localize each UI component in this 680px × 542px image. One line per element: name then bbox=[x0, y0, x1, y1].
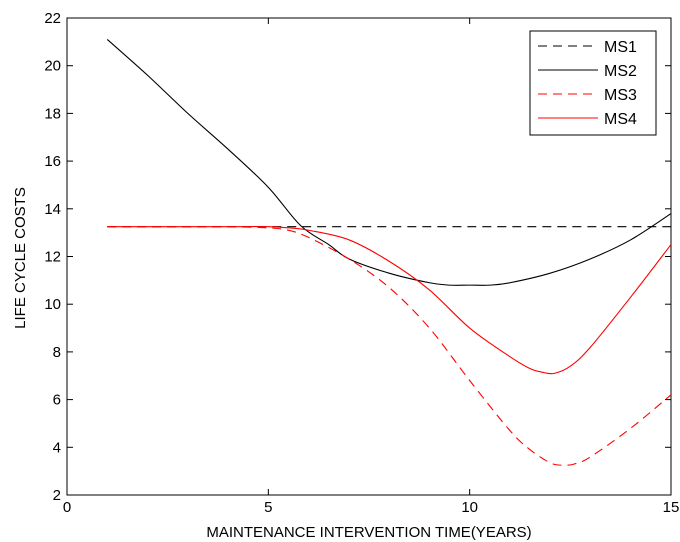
x-tick-label-10: 10 bbox=[461, 499, 478, 516]
x-tick-label-5: 5 bbox=[264, 499, 272, 516]
y-tick-label-4: 4 bbox=[53, 439, 61, 456]
ticks-layer: 0 5 10 15 2 4 6 8 10 12 14 16 18 20 22 bbox=[44, 10, 679, 516]
y-tick-label-8: 8 bbox=[53, 344, 61, 361]
x-tick-label-15: 15 bbox=[663, 499, 680, 516]
y-tick-label-22: 22 bbox=[44, 10, 61, 27]
x-tick-label-0: 0 bbox=[63, 499, 71, 516]
series-layer bbox=[106, 39, 672, 466]
legend-label-ms4: MS4 bbox=[604, 111, 637, 128]
x-axis-label: MAINTENANCE INTERVENTION TIME(YEARS) bbox=[206, 524, 531, 541]
legend-box bbox=[529, 30, 657, 136]
legend-label-ms3: MS3 bbox=[604, 87, 637, 104]
y-tick-label-16: 16 bbox=[44, 153, 61, 170]
series-ms4-line bbox=[107, 226, 672, 375]
y-tick-label-12: 12 bbox=[44, 249, 61, 266]
series-ms2-line bbox=[106, 39, 672, 286]
y-tick-label-20: 20 bbox=[44, 58, 61, 75]
y-axis-label: LIFE CYCLE COSTS bbox=[12, 187, 29, 329]
y-tick-label-14: 14 bbox=[44, 201, 61, 218]
legend-label-ms2: MS2 bbox=[604, 63, 637, 80]
y-tick-label-10: 10 bbox=[44, 296, 61, 313]
y-tick-label-18: 18 bbox=[44, 105, 61, 122]
legend-label-ms1: MS1 bbox=[604, 39, 637, 56]
legend: MS1 MS2 MS3 MS4 bbox=[529, 30, 657, 136]
y-tick-label-2: 2 bbox=[53, 487, 61, 504]
y-tick-label-6: 6 bbox=[53, 392, 61, 409]
